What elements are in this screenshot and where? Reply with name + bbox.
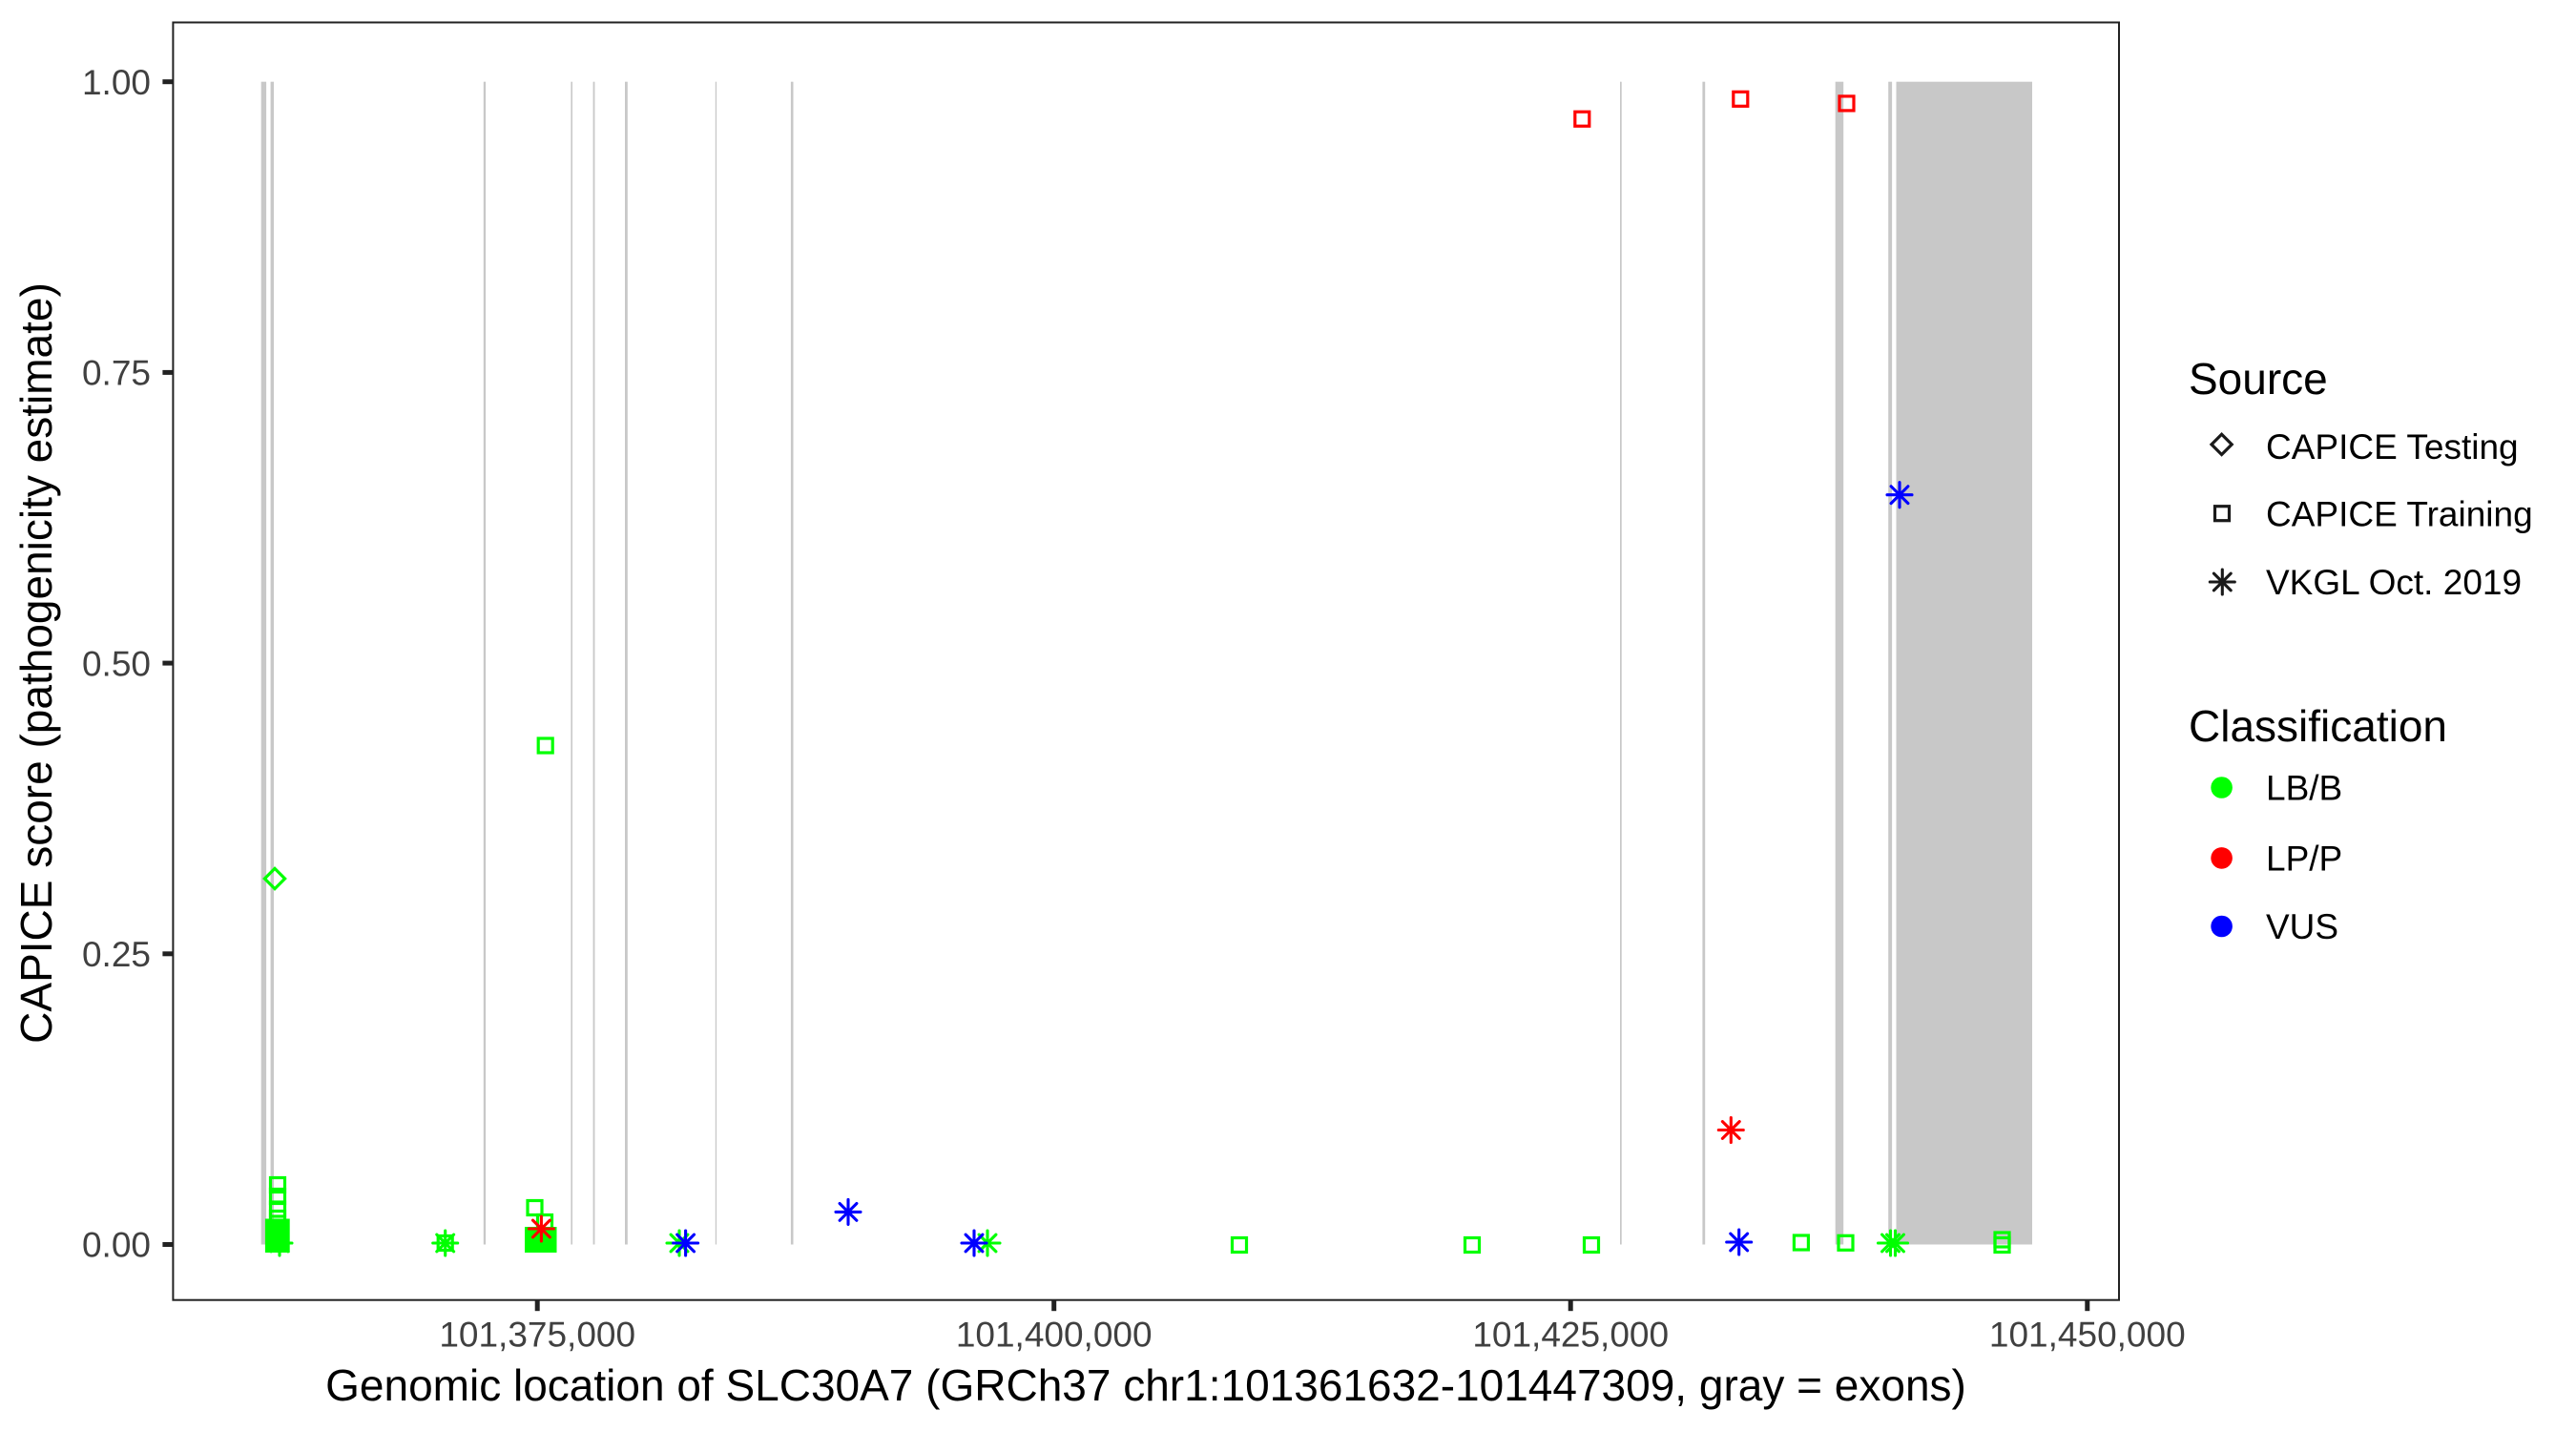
svg-text:Source: Source	[2189, 354, 2328, 404]
svg-text:CAPICE Training: CAPICE Training	[2266, 495, 2533, 534]
svg-text:101,400,000: 101,400,000	[956, 1316, 1153, 1355]
svg-text:LP/P: LP/P	[2266, 840, 2342, 879]
svg-text:CAPICE score (pathogenicity es: CAPICE score (pathogenicity estimate)	[11, 282, 61, 1044]
svg-text:101,425,000: 101,425,000	[1472, 1316, 1669, 1355]
svg-text:1.00: 1.00	[82, 63, 151, 102]
svg-text:CAPICE Testing: CAPICE Testing	[2266, 427, 2519, 467]
svg-text:VKGL Oct. 2019: VKGL Oct. 2019	[2266, 563, 2522, 602]
svg-text:0.50: 0.50	[82, 644, 151, 683]
svg-text:Genomic location of SLC30A7 (G: Genomic location of SLC30A7 (GRCh37 chr1…	[325, 1360, 1966, 1410]
svg-text:101,450,000: 101,450,000	[1989, 1316, 2186, 1355]
svg-text:101,375,000: 101,375,000	[439, 1316, 635, 1355]
svg-text:LB/B: LB/B	[2266, 769, 2342, 808]
svg-text:0.00: 0.00	[82, 1226, 151, 1265]
svg-text:0.75: 0.75	[82, 354, 151, 393]
svg-text:0.25: 0.25	[82, 935, 151, 974]
svg-text:Classification: Classification	[2189, 701, 2447, 751]
svg-text:VUS: VUS	[2266, 907, 2338, 946]
